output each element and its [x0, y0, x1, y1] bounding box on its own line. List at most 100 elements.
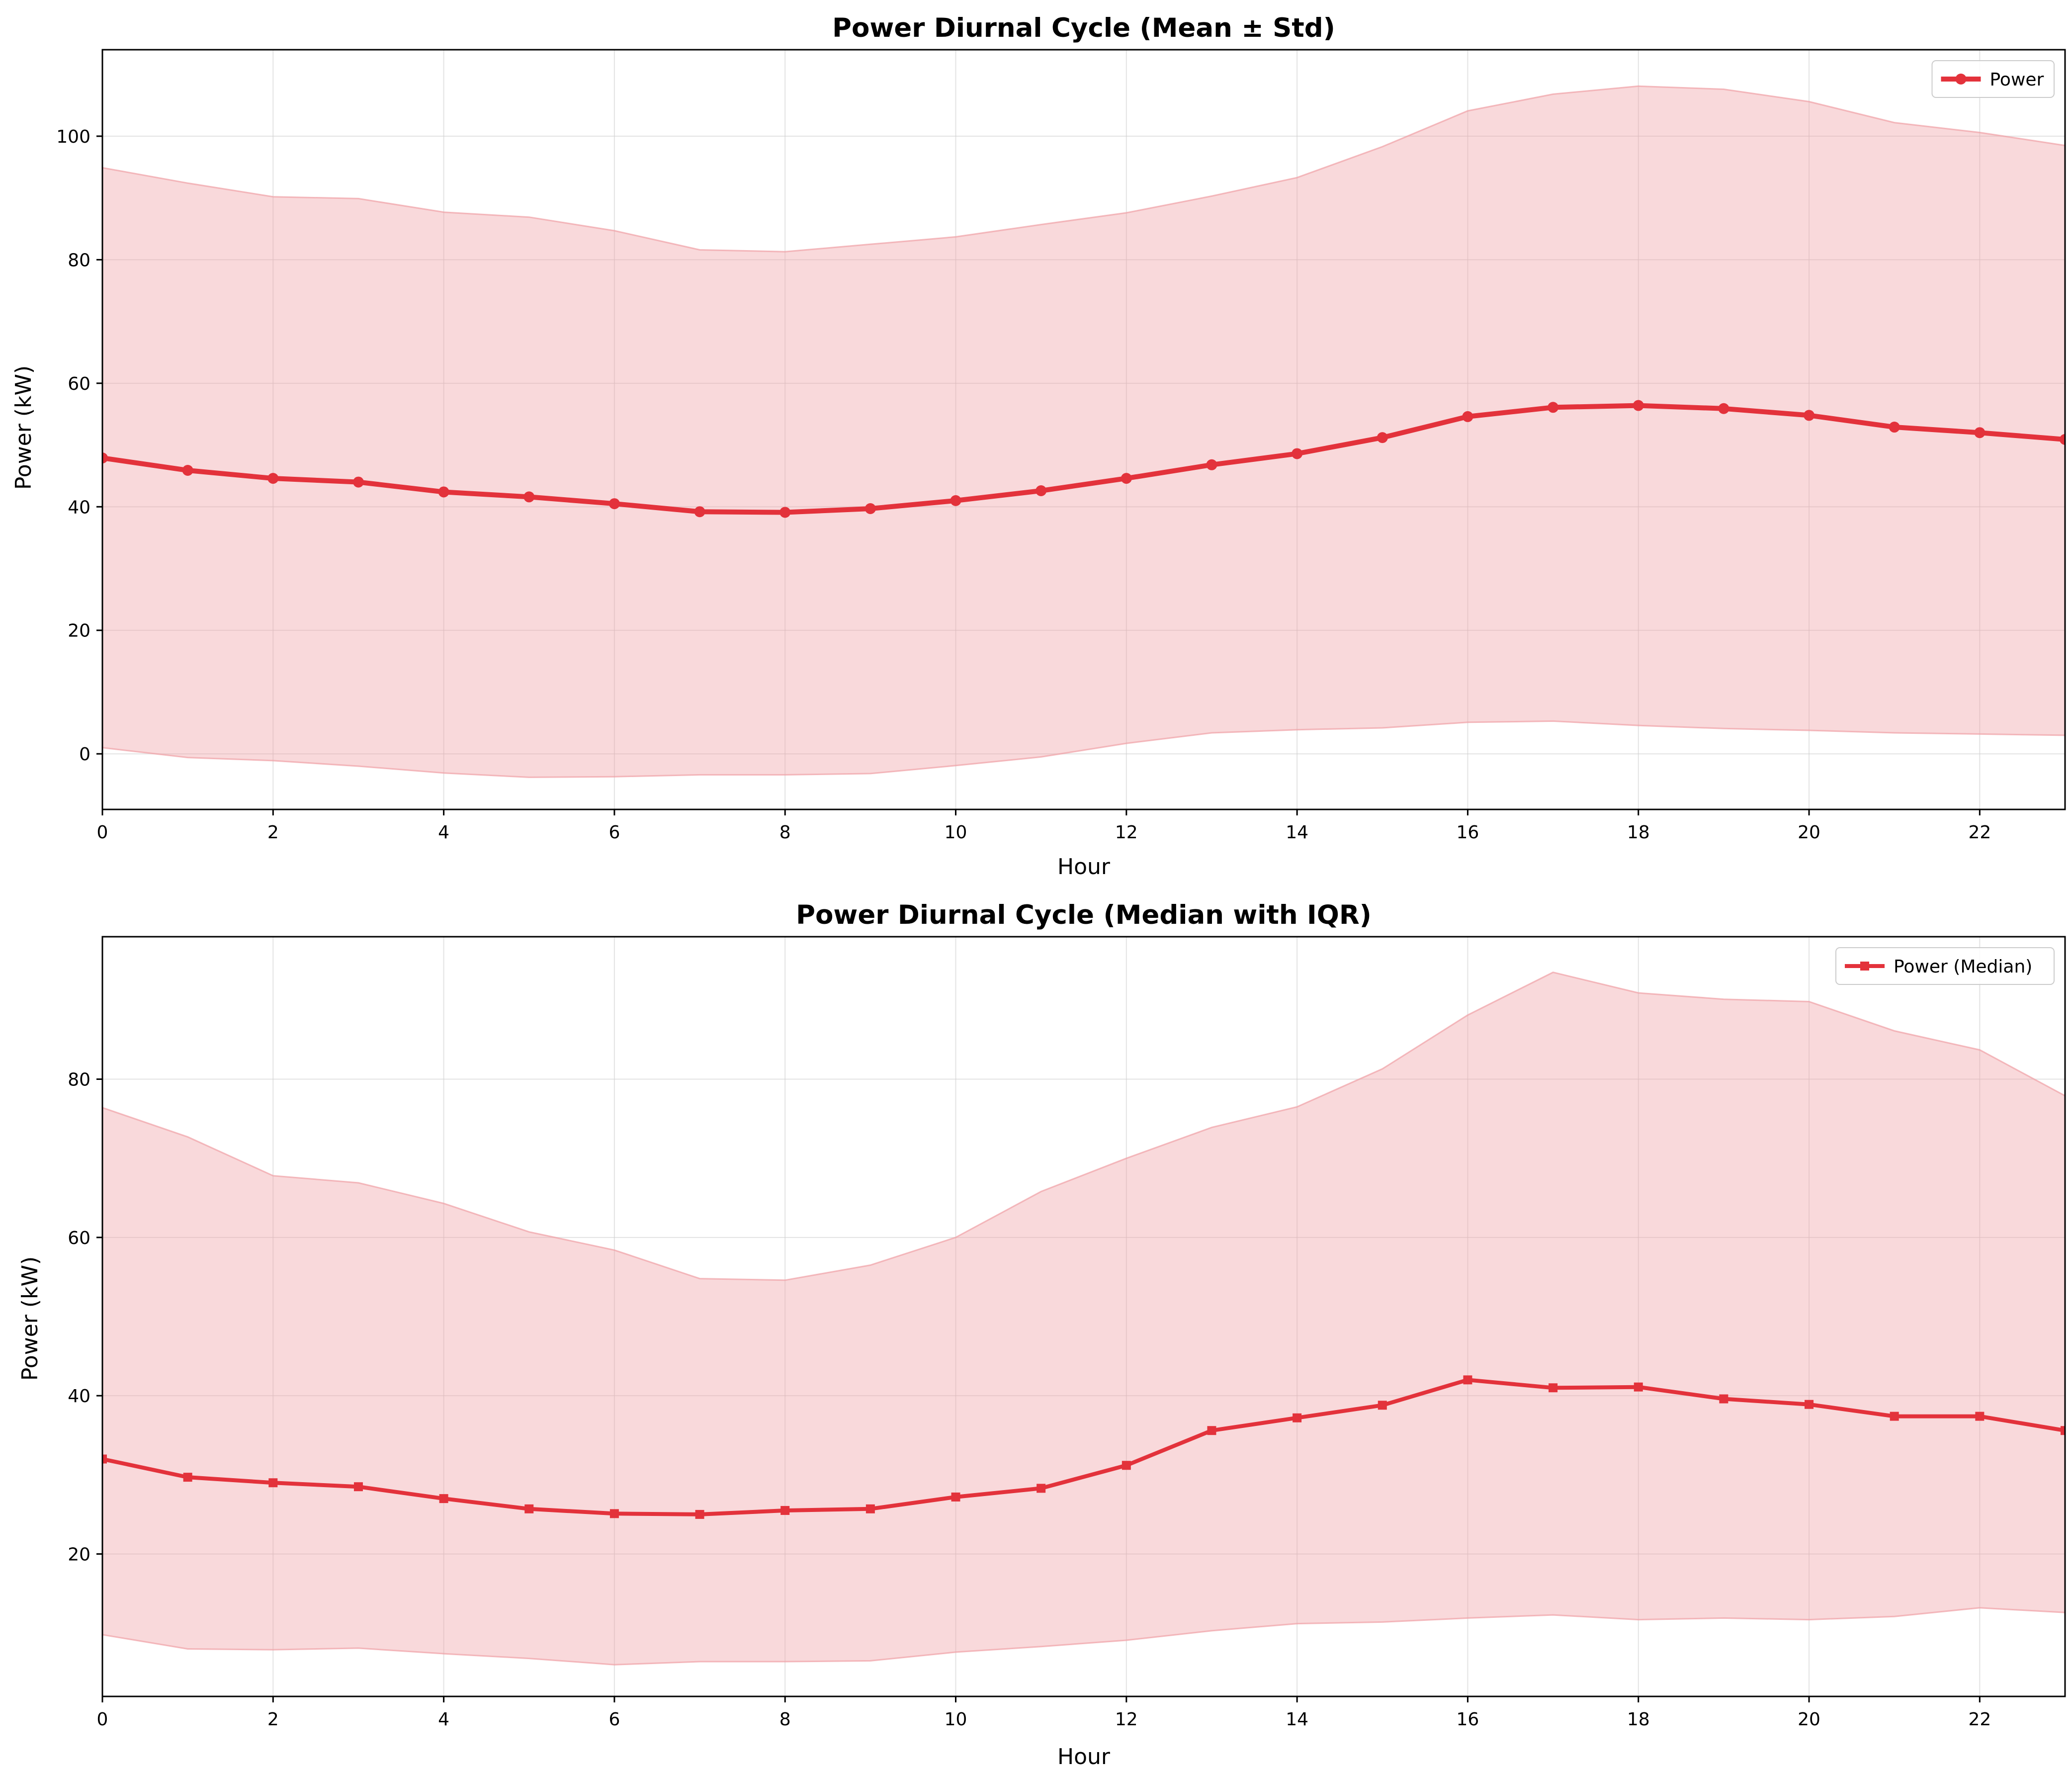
data-point — [1805, 1400, 1814, 1409]
data-point — [1293, 1413, 1302, 1422]
data-point — [267, 473, 279, 484]
data-point — [1463, 1375, 1472, 1385]
data-point — [183, 1473, 192, 1482]
data-point — [1378, 1401, 1387, 1410]
x-tick-label: 2 — [267, 822, 279, 843]
data-point — [608, 498, 620, 510]
data-point — [2060, 434, 2065, 445]
data-point — [1718, 403, 1729, 414]
chart-title: Power Diurnal Cycle (Median with IQR) — [796, 900, 1372, 930]
y-tick-label: 20 — [68, 1545, 90, 1565]
data-point — [864, 503, 876, 515]
data-point — [780, 1506, 790, 1515]
data-point — [951, 1492, 960, 1502]
legend-marker — [1860, 962, 1869, 971]
data-point — [1890, 1412, 1899, 1421]
data-point — [865, 1504, 875, 1513]
axes-frame — [101, 936, 2066, 1697]
data-point — [1889, 422, 1900, 433]
data-point — [353, 1482, 363, 1492]
data-point — [1292, 448, 1303, 459]
data-point — [1975, 1412, 1985, 1421]
plot-area: 0 2 4 6 8 10 12 14 16 18 20 22 0 20 40 60 80 100 Power — [56, 49, 2066, 843]
legend-label: Power (Median) — [1894, 957, 2032, 977]
data-point — [268, 1478, 278, 1488]
data-point — [779, 507, 791, 518]
grid — [102, 937, 2065, 1696]
data-point — [1036, 485, 1047, 496]
legend: Power (Median) — [1835, 947, 2055, 985]
chart-title: Power Diurnal Cycle (Mean ± Std) — [832, 13, 1335, 43]
legend-label: Power — [1990, 70, 2044, 90]
x-tick-label: 4 — [438, 1709, 449, 1730]
data-point — [950, 495, 961, 506]
y-tick-label: 40 — [68, 497, 90, 518]
data-point — [1036, 1484, 1046, 1493]
x-tick-label: 20 — [1798, 1709, 1820, 1730]
uncertainty-band — [102, 85, 2065, 778]
x-tick-label: 14 — [1286, 1709, 1308, 1730]
y-tick-label: 20 — [68, 621, 90, 641]
x-tick-label: 4 — [438, 822, 449, 843]
y-tick-label: 60 — [68, 374, 90, 394]
x-tick-label: 12 — [1115, 822, 1138, 843]
y-axis-label: Power (kW) — [17, 1256, 43, 1381]
mean-std-chart: Power Diurnal Cycle (Mean ± Std) Hour Po… — [11, 13, 2066, 880]
series-line — [102, 1378, 2065, 1516]
x-tick-label: 6 — [608, 1709, 620, 1730]
data-point — [439, 1494, 448, 1504]
data-point — [694, 506, 705, 518]
y-tick-label: 80 — [68, 250, 90, 270]
x-tick-label: 8 — [779, 822, 791, 843]
x-tick-label: 18 — [1627, 822, 1650, 843]
x-tick-label: 8 — [779, 1709, 791, 1730]
data-point — [523, 491, 535, 503]
data-point — [1804, 410, 1815, 421]
x-tick-label: 20 — [1798, 822, 1820, 843]
x-tick-label: 14 — [1286, 822, 1308, 843]
y-tick-label: 80 — [68, 1070, 90, 1090]
x-tick-label: 6 — [608, 822, 620, 843]
y-tick-label: 60 — [68, 1228, 90, 1248]
data-point — [1719, 1394, 1728, 1404]
legend-box — [1931, 60, 2055, 98]
x-tick-label: 0 — [97, 1709, 108, 1730]
x-tick-label: 0 — [97, 822, 108, 843]
data-point — [102, 1454, 107, 1464]
legend-box — [1835, 947, 2055, 985]
data-point — [1122, 1461, 1131, 1470]
data-point — [1634, 1382, 1643, 1392]
data-point — [695, 1509, 704, 1519]
x-tick-label: 16 — [1457, 822, 1479, 843]
data-point — [1121, 473, 1132, 484]
axes-frame — [101, 49, 2066, 810]
data-point — [2061, 1426, 2065, 1435]
x-axis-label: Hour — [1057, 1744, 1111, 1770]
x-tick-label: 18 — [1627, 1709, 1650, 1730]
data-point — [438, 486, 449, 498]
legend-marker — [1955, 74, 1967, 85]
median-iqr-chart: Power Diurnal Cycle (Median with IQR) Ho… — [17, 900, 2066, 1770]
data-point — [1974, 427, 1986, 439]
data-point — [102, 452, 108, 464]
x-tick-label: 22 — [1968, 822, 1991, 843]
data-point — [1548, 402, 1559, 413]
data-point — [1549, 1383, 1558, 1393]
data-point — [1633, 400, 1644, 411]
x-tick-label: 12 — [1115, 1709, 1138, 1730]
series-line — [102, 403, 2065, 515]
x-tick-label: 2 — [267, 1709, 279, 1730]
plot-area: 0 2 4 6 8 10 12 14 16 18 20 22 20 40 60 80 Power (Median… — [68, 936, 2066, 1730]
x-tick-label: 16 — [1457, 1709, 1479, 1730]
y-tick-label: 40 — [68, 1386, 90, 1407]
legend: Power — [1931, 60, 2055, 98]
data-point — [1207, 1426, 1216, 1435]
data-point — [524, 1504, 534, 1513]
data-point — [609, 1509, 619, 1518]
uncertainty-band — [102, 972, 2065, 1666]
y-tick-label: 0 — [79, 744, 90, 765]
data-point — [182, 464, 193, 476]
x-axis-label: Hour — [1057, 854, 1111, 880]
